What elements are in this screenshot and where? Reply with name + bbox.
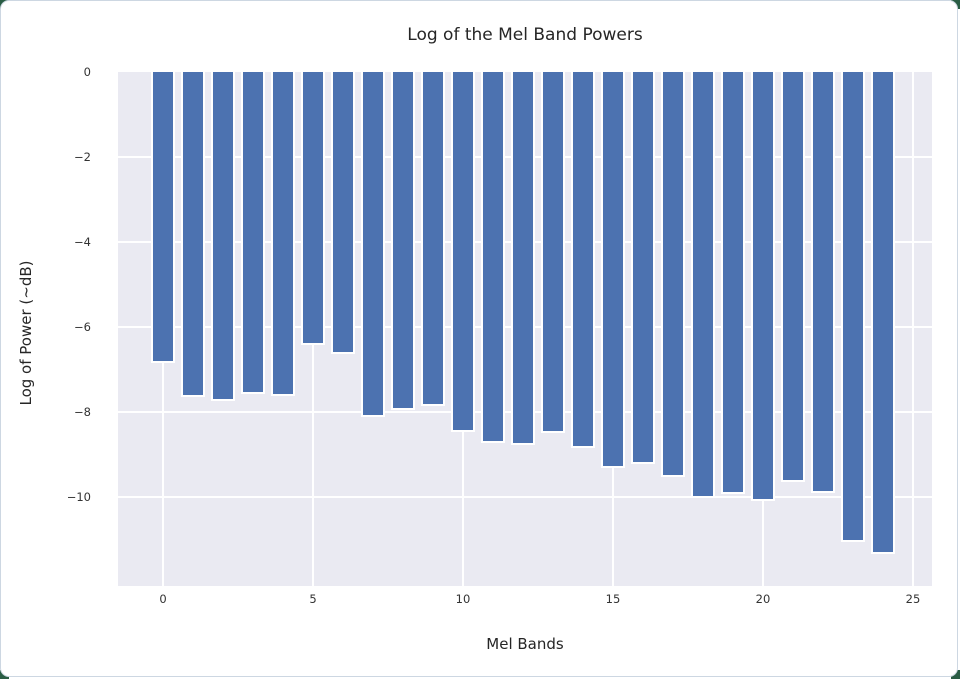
bar-band-10 xyxy=(451,72,475,432)
bar-band-17 xyxy=(661,72,685,477)
x-tick-label: 20 xyxy=(755,592,771,606)
chart-title: Log of the Mel Band Powers xyxy=(407,25,643,45)
x-tick-label: 5 xyxy=(309,592,317,606)
bar-band-21 xyxy=(781,72,805,482)
y-tick-label: −8 xyxy=(74,404,91,419)
bar-band-18 xyxy=(691,72,715,499)
bar-band-14 xyxy=(571,72,595,449)
bar-band-15 xyxy=(601,72,625,469)
bar-band-16 xyxy=(631,72,655,464)
bar-band-9 xyxy=(421,72,445,406)
y-tick-label: −4 xyxy=(74,234,91,249)
gridline-horizontal xyxy=(118,495,932,498)
bar-band-19 xyxy=(721,72,745,494)
bar-band-23 xyxy=(841,72,865,542)
bar-band-20 xyxy=(751,72,775,501)
bar-band-12 xyxy=(511,72,535,445)
y-tick-label: −6 xyxy=(74,319,91,334)
bar-band-1 xyxy=(181,72,205,397)
bar-band-7 xyxy=(361,72,385,417)
y-tick-label: 0 xyxy=(83,65,91,79)
x-tick-label: 0 xyxy=(159,592,167,606)
bar-band-5 xyxy=(301,72,325,345)
screenshot-corner-marker xyxy=(951,670,960,679)
x-tick-label: 25 xyxy=(905,592,921,606)
x-axis-label: Mel Bands xyxy=(486,635,564,653)
y-tick-label: −10 xyxy=(66,489,91,504)
bar-band-4 xyxy=(271,72,295,396)
bar-band-3 xyxy=(241,72,265,394)
bar-band-2 xyxy=(211,72,235,402)
gridline-vertical xyxy=(912,72,914,586)
x-tick-label: 15 xyxy=(605,592,621,606)
bar-band-6 xyxy=(331,72,355,355)
bar-band-22 xyxy=(811,72,835,493)
plot-area xyxy=(118,72,932,586)
x-tick-label: 10 xyxy=(455,592,471,606)
bar-band-11 xyxy=(481,72,505,443)
bar-band-13 xyxy=(541,72,565,433)
bar-band-8 xyxy=(391,72,415,410)
bar-band-24 xyxy=(871,72,895,554)
bar-band-0 xyxy=(151,72,175,363)
y-tick-label: −2 xyxy=(74,149,91,164)
